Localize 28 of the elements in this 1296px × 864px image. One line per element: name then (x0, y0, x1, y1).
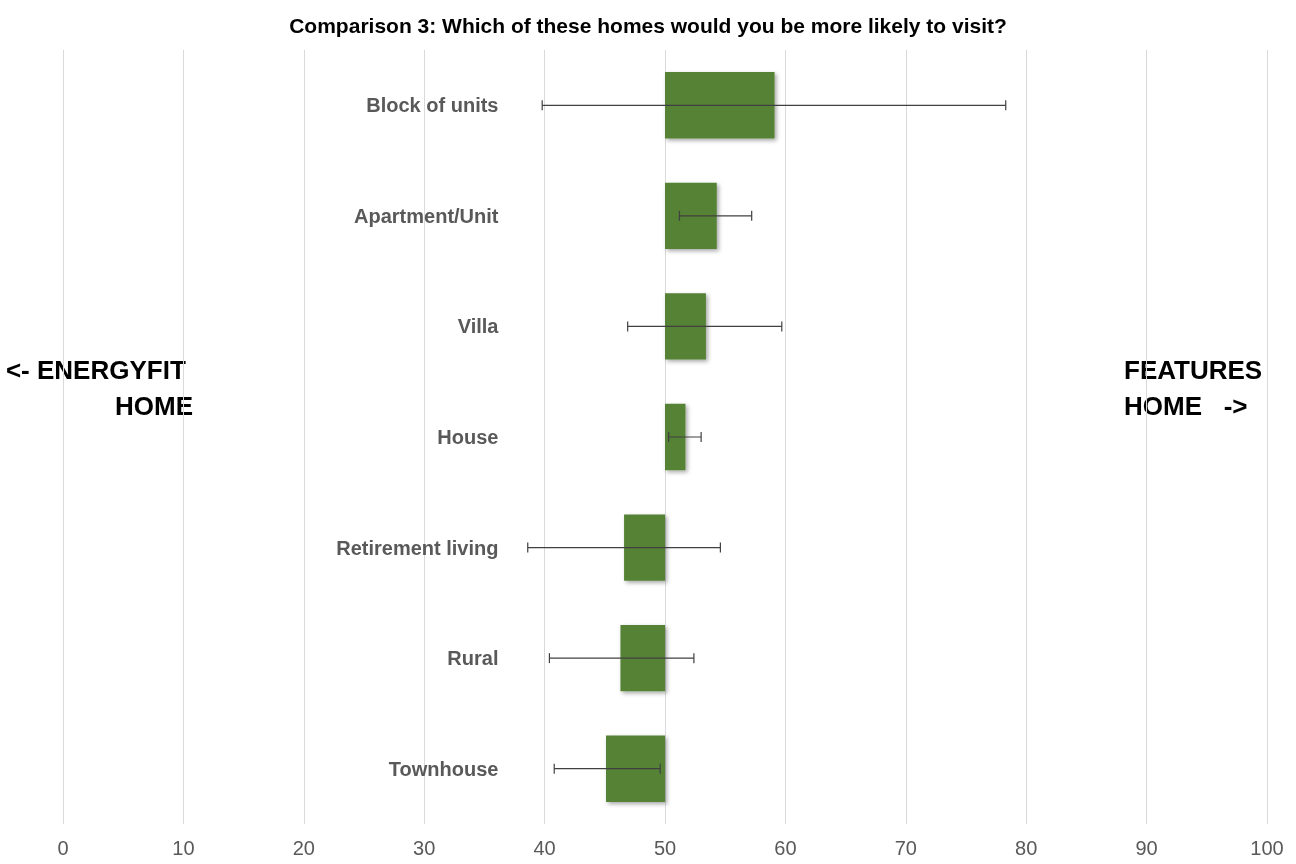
x-tick-label: 90 (1135, 837, 1158, 859)
bar (624, 514, 665, 581)
bar (606, 735, 665, 802)
x-tick-label: 40 (533, 837, 556, 859)
y-tick-label: Townhouse (388, 757, 499, 780)
x-tick-label: 70 (894, 837, 917, 859)
x-tick-label: 30 (413, 837, 436, 859)
x-tick-label: 50 (653, 837, 677, 859)
y-tick-label: Block of units (366, 94, 499, 117)
y-tick-label: Apartment/Unit (354, 204, 499, 227)
bar (665, 293, 706, 360)
bar (665, 182, 717, 250)
x-tick-label: 60 (774, 837, 797, 859)
x-tick-label: 20 (292, 837, 315, 859)
y-tick-label: Villa (457, 315, 500, 338)
y-tick-label: House (437, 426, 499, 448)
annotation: <- ENERGYFIT HOME (5, 355, 193, 421)
x-tick-label: 10 (172, 837, 195, 859)
bar (665, 403, 686, 471)
annotation: FEATURES HOME -> (1124, 355, 1270, 421)
chart-title: Comparison 3: Which of these homes would you be more likely to visit? (289, 14, 1007, 37)
bar (620, 624, 665, 692)
x-tick-label: 100 (1250, 837, 1284, 859)
bar (665, 72, 775, 139)
x-tick-label: 0 (57, 837, 69, 859)
y-tick-label: Rural (447, 647, 499, 670)
y-tick-label: Retirement living (336, 536, 499, 559)
x-tick-label: 80 (1015, 837, 1038, 859)
